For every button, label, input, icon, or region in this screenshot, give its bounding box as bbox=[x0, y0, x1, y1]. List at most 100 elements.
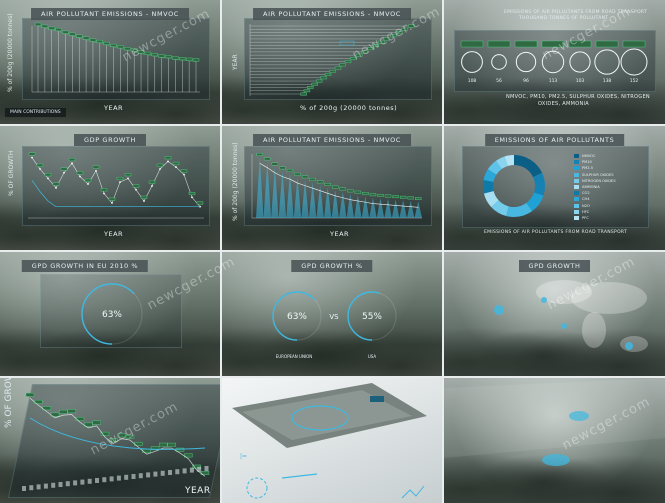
tile-3d-screen: |= bbox=[222, 378, 442, 503]
data-tag bbox=[34, 22, 42, 26]
data-tag bbox=[179, 57, 186, 61]
legend-swatch bbox=[574, 185, 579, 189]
axis-tick bbox=[160, 470, 165, 476]
map-plane bbox=[444, 378, 665, 458]
legend-item: NMVOC bbox=[574, 154, 596, 158]
data-tag bbox=[303, 89, 311, 93]
data-tag bbox=[96, 39, 104, 43]
legend-label: PFC bbox=[582, 216, 589, 220]
chart-panel bbox=[22, 18, 210, 100]
chart-title: EMISSIONS OF AIR POLLUTANTS bbox=[484, 134, 625, 146]
data-tag bbox=[150, 446, 160, 451]
bubble bbox=[491, 54, 507, 70]
data-tag bbox=[100, 431, 110, 436]
point bbox=[143, 200, 145, 202]
area-spike bbox=[406, 200, 415, 218]
point bbox=[119, 181, 121, 184]
legend-label: NITROGEN OXIDES bbox=[582, 178, 616, 183]
data-tag bbox=[307, 86, 314, 89]
data-tag bbox=[159, 442, 168, 447]
main-contributions-note: MAIN CONTRIBUTIONS bbox=[5, 108, 66, 117]
forest-background bbox=[222, 55, 442, 124]
donut-footnote: EMISSIONS OF AIR POLLUTANTS FROM ROAD TR… bbox=[484, 230, 628, 235]
data-tag bbox=[344, 60, 352, 64]
chart-title: GPD GROWTH % bbox=[291, 260, 373, 272]
data-tag bbox=[369, 193, 377, 197]
data-tag bbox=[48, 26, 55, 30]
legend-label: CO2 bbox=[582, 191, 590, 196]
point bbox=[191, 196, 193, 199]
data-tag bbox=[294, 172, 301, 176]
data-tag bbox=[339, 187, 346, 191]
chart-panel bbox=[454, 30, 656, 92]
line-chart-svg bbox=[28, 152, 204, 219]
legend-label: SULPHUR OXIDES bbox=[582, 172, 614, 177]
world-map-dots bbox=[536, 280, 648, 352]
legend-swatch bbox=[574, 172, 579, 177]
tile-gdp-eu: GPD GROWTH IN EU 2010 % 63% bbox=[0, 252, 220, 376]
series-line bbox=[29, 397, 206, 477]
data-tag bbox=[117, 433, 126, 438]
bar-chart-svg bbox=[31, 22, 200, 93]
tile-nmvoc-bar: AIR POLLUTANT EMISSIONS - NMVOC % of 200… bbox=[0, 0, 220, 124]
map-marker bbox=[542, 454, 570, 466]
chart-title: GPD GROWTH bbox=[518, 260, 591, 272]
legend-swatch bbox=[574, 166, 579, 171]
data-tag bbox=[415, 197, 422, 200]
bubble-value: 96 bbox=[523, 78, 529, 84]
x-axis-label: YEAR bbox=[104, 104, 124, 112]
point bbox=[95, 169, 97, 172]
tile-bubbles: EMISSIONS OF AIR POLLUTANTS FROM ROAD TR… bbox=[444, 0, 665, 124]
area-spike bbox=[308, 182, 317, 218]
bubble bbox=[620, 48, 648, 76]
data-tag bbox=[76, 34, 83, 38]
gauge-arc bbox=[81, 283, 143, 345]
axis-tick bbox=[43, 483, 48, 489]
bubble-value: 56 bbox=[496, 78, 502, 84]
data-tag bbox=[383, 37, 391, 41]
data-tag bbox=[172, 56, 179, 60]
bubble-tag bbox=[514, 40, 538, 48]
bubble-chart-svg: 108 56 96 113 103 138 152 bbox=[460, 40, 648, 84]
legend-item: HFC bbox=[574, 209, 589, 214]
point bbox=[63, 171, 65, 174]
data-tag bbox=[165, 55, 172, 59]
point bbox=[79, 175, 81, 178]
data-tag bbox=[100, 188, 108, 192]
legend-swatch bbox=[574, 191, 579, 196]
data-tag bbox=[408, 24, 415, 28]
highlight-tag bbox=[339, 40, 355, 46]
donut-chart-svg bbox=[483, 155, 545, 217]
axis-tick bbox=[116, 475, 121, 481]
data-tag bbox=[329, 69, 336, 73]
legend-item: CH4 bbox=[574, 197, 590, 202]
data-tag bbox=[395, 31, 403, 34]
world-map-svg bbox=[494, 280, 648, 352]
data-tag bbox=[196, 201, 204, 205]
legend-item: AMMONIA bbox=[574, 185, 600, 189]
chart-panel bbox=[462, 146, 649, 228]
mini-line bbox=[401, 485, 425, 499]
area-spike bbox=[346, 193, 355, 218]
data-tag bbox=[332, 185, 339, 189]
point bbox=[167, 160, 169, 163]
data-tag bbox=[300, 92, 307, 96]
axis-tick bbox=[65, 481, 70, 487]
tile-donut: EMISSIONS OF AIR POLLUTANTS EMISSIONS OF… bbox=[444, 126, 665, 250]
hbar-chart-svg bbox=[249, 24, 415, 96]
map-marker bbox=[494, 305, 504, 315]
data-tag bbox=[28, 152, 36, 156]
bubble-tag bbox=[460, 40, 484, 48]
axis-tick bbox=[146, 472, 151, 478]
point bbox=[151, 185, 153, 187]
data-tag bbox=[60, 167, 68, 171]
x-axis-label: YEAR bbox=[330, 230, 350, 238]
data-tag bbox=[180, 169, 188, 173]
data-tag bbox=[384, 194, 392, 198]
area-spike bbox=[278, 170, 287, 218]
axis-tick bbox=[102, 477, 107, 483]
left-value: 63% bbox=[287, 312, 307, 322]
axis-tick bbox=[175, 469, 180, 475]
forest-background bbox=[0, 307, 220, 376]
area-chart-svg bbox=[251, 153, 422, 219]
